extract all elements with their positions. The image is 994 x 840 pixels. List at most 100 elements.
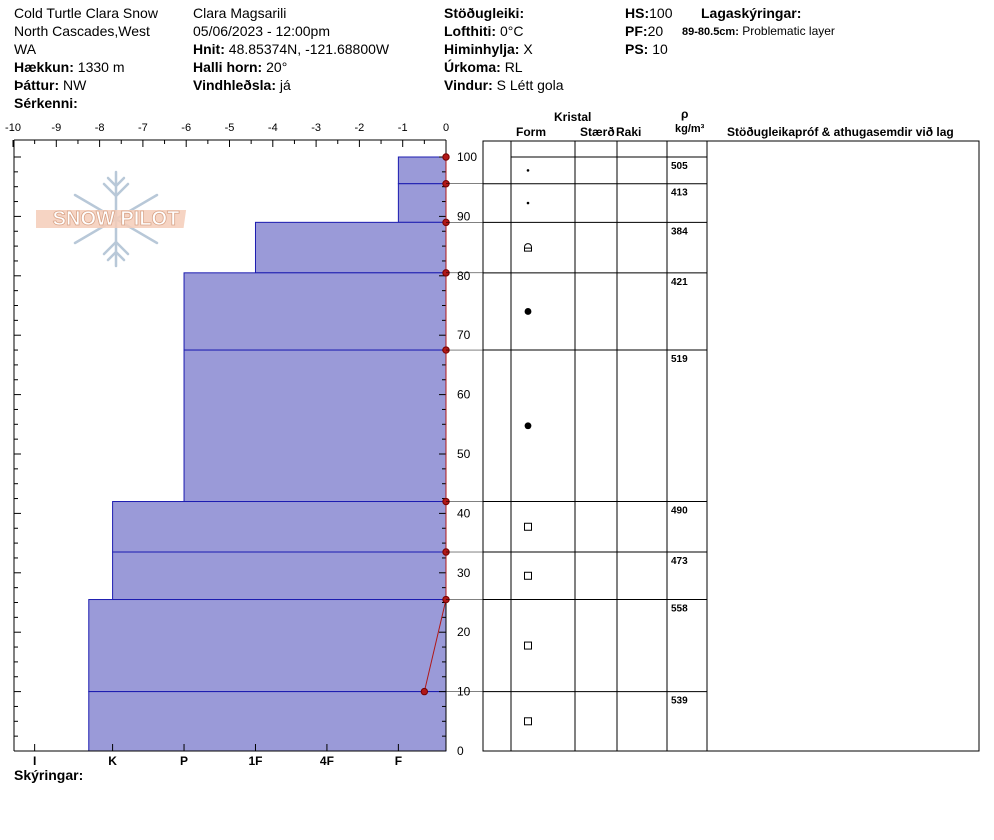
layer-density: 519 bbox=[671, 354, 688, 365]
layer-density: 558 bbox=[671, 604, 688, 615]
crystal-form-small-dot-icon bbox=[526, 169, 530, 172]
ps: PS: 10 bbox=[625, 40, 668, 58]
elevation: Hækkun: 1330 m bbox=[14, 58, 125, 76]
location-line1: Cold Turtle Clara Snow bbox=[14, 5, 158, 21]
layer-legend-text: Problematic layer bbox=[742, 24, 835, 38]
elevation-label: Hækkun: bbox=[14, 59, 74, 75]
sky-label: Himinhylja: bbox=[444, 41, 520, 57]
features-label: Sérkenni: bbox=[14, 95, 78, 111]
coords-value: 48.85374N, -121.68800W bbox=[228, 41, 390, 57]
crystal-form-square-icon bbox=[524, 571, 532, 580]
precip-label: Úrkoma: bbox=[444, 59, 501, 75]
table-frame bbox=[482, 140, 980, 752]
hs-value: 100 bbox=[649, 5, 673, 21]
depth-tick-label: 70 bbox=[457, 328, 471, 342]
temp-tick-label: -4 bbox=[268, 122, 278, 134]
density-unit-header: kg/m³ bbox=[675, 123, 705, 135]
air-temp-value: 0°C bbox=[499, 23, 524, 39]
footer-legend-label: Skýringar: bbox=[14, 767, 84, 783]
slope-value: 20° bbox=[266, 59, 288, 75]
temp-tick-label: -8 bbox=[95, 122, 105, 134]
hardness-layer-bar bbox=[112, 501, 447, 553]
precip: Úrkoma: RL bbox=[444, 58, 523, 76]
depth-tick-label: 0 bbox=[457, 744, 464, 758]
ps-value: 10 bbox=[652, 41, 668, 57]
aspect-value: NW bbox=[63, 77, 87, 93]
crystal-form-dot-icon bbox=[524, 422, 532, 430]
layer-table: 505 413 384 421 519 490 473 558 539 bbox=[446, 140, 980, 752]
temp-tick-label: -9 bbox=[51, 122, 61, 134]
moisture-header: Raki bbox=[616, 125, 642, 139]
crystal-form-square-icon bbox=[524, 717, 532, 726]
depth-tick-label: 30 bbox=[457, 566, 471, 580]
crystal-form-rounded-facet-icon bbox=[524, 243, 532, 252]
slope: Halli horn: 20° bbox=[193, 58, 287, 76]
air-temp-label: Lofthiti: bbox=[444, 23, 497, 39]
layer-density: 473 bbox=[671, 556, 688, 567]
crystal-header: Kristal bbox=[554, 110, 592, 124]
temp-tick-label: -2 bbox=[355, 122, 365, 134]
hardness-tick-label: P bbox=[180, 754, 188, 768]
hardness-tick-label: I bbox=[33, 754, 36, 768]
stability-label: Stöðugleiki: bbox=[444, 5, 525, 21]
wind-loading-label: Vindhleðsla: bbox=[193, 77, 276, 93]
pf-label: PF: bbox=[625, 23, 648, 39]
crystal-form-square-icon bbox=[524, 641, 532, 650]
hardness-tick-label: K bbox=[108, 754, 117, 768]
layer-legend-range: 89-80.5cm: bbox=[682, 26, 739, 38]
observer: Clara Magsarili bbox=[193, 5, 287, 21]
sky-value: X bbox=[523, 41, 533, 57]
pf-value: 20 bbox=[647, 23, 664, 39]
hardness-layer-bar bbox=[88, 691, 447, 752]
temp-tick-label: -6 bbox=[181, 122, 191, 134]
layer-density: 490 bbox=[671, 506, 688, 517]
datetime: 05/06/2023 - 12:00pm bbox=[193, 23, 330, 39]
logo-text: SNOW PILOT bbox=[53, 208, 180, 230]
wind-label: Vindur: bbox=[444, 77, 493, 93]
depth-tick-label: 50 bbox=[457, 447, 471, 461]
wind-value: S Létt gola bbox=[496, 77, 564, 93]
temp-tick-label: -10 bbox=[5, 122, 21, 134]
comments-header: Stöðugleikapróf & athugasemdir við lag bbox=[727, 125, 954, 139]
hardness-tick-label: F bbox=[395, 754, 402, 768]
temp-tick-label: -1 bbox=[398, 122, 408, 134]
elevation-value: 1330 m bbox=[77, 59, 125, 75]
air-temp: Lofthiti: 0°C bbox=[444, 22, 523, 40]
coords: Hnit: 48.85374N, -121.68800W bbox=[193, 40, 389, 58]
hardness-layer-bar bbox=[183, 349, 447, 503]
depth-tick-label: 80 bbox=[457, 269, 471, 283]
wind: Vindur: S Létt gola bbox=[444, 76, 564, 94]
layer-density: 413 bbox=[671, 188, 688, 199]
depth-tick-label: 20 bbox=[457, 625, 471, 639]
hardness-tick-label: 4F bbox=[320, 754, 334, 768]
layer-density: 384 bbox=[671, 226, 688, 237]
sky: Himinhylja: X bbox=[444, 40, 533, 58]
location-line2: North Cascades,West bbox=[14, 23, 150, 39]
temperature-point bbox=[442, 153, 450, 161]
coords-label: Hnit: bbox=[193, 41, 225, 57]
pf: PF:20 bbox=[625, 22, 663, 40]
aspect: Þáttur: NW bbox=[14, 76, 86, 94]
hardness-layer-bar bbox=[397, 156, 447, 185]
hardness-layer-bar bbox=[397, 183, 447, 223]
crystal-form-small-dot-icon bbox=[526, 201, 530, 205]
depth-tick-label: 60 bbox=[457, 388, 471, 402]
hardness-layer-bar bbox=[88, 599, 447, 693]
hs-label: HS: bbox=[625, 5, 650, 21]
layer-legend-entry: 89-80.5cm: Problematic layer bbox=[682, 24, 835, 38]
location-line3: WA bbox=[14, 41, 37, 57]
temp-tick-label: -3 bbox=[311, 122, 321, 134]
precip-value: RL bbox=[504, 59, 523, 75]
hardness-layer-bar bbox=[254, 221, 447, 274]
layer-legend-label: Lagaskýringar: bbox=[701, 5, 802, 21]
hardness-tick-label: 1F bbox=[248, 754, 262, 768]
crystal-form-dot-icon bbox=[524, 308, 532, 315]
temp-tick-label: -5 bbox=[225, 122, 235, 134]
wind-loading: Vindhleðsla: já bbox=[193, 76, 291, 94]
aspect-label: Þáttur: bbox=[14, 77, 60, 93]
hardness-layers bbox=[88, 156, 447, 752]
crystal-form-square-icon bbox=[524, 522, 532, 531]
hardness-layer-bar bbox=[183, 272, 447, 351]
slope-label: Halli horn: bbox=[193, 59, 263, 75]
